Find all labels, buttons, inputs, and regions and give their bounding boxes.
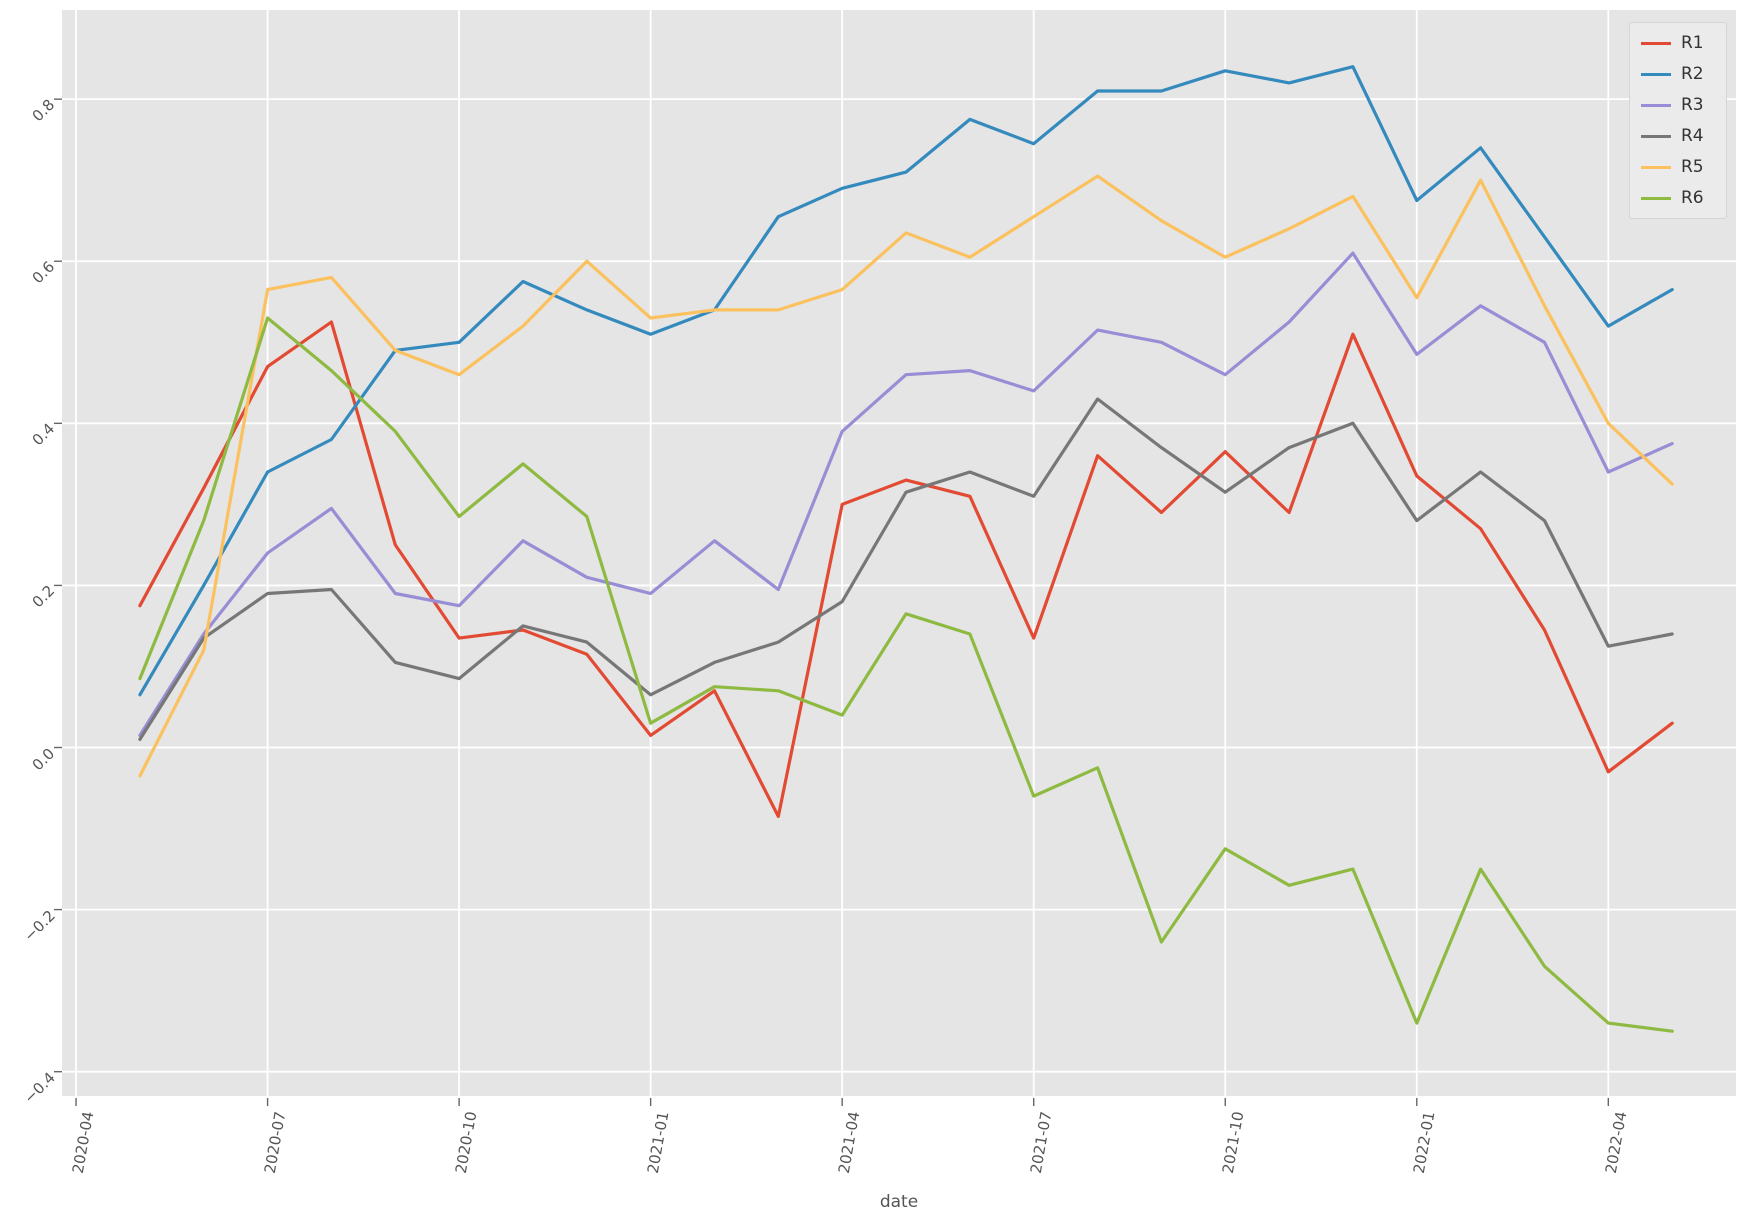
- legend-label-R3: R3: [1681, 95, 1704, 115]
- series-line-R4: [138, 397, 1674, 742]
- legend-swatch-R6: [1641, 196, 1671, 200]
- legend-swatch-R3: [1641, 103, 1671, 107]
- series-line-R3: [138, 251, 1674, 738]
- legend-label-R1: R1: [1681, 33, 1704, 53]
- legend-label-R2: R2: [1681, 64, 1704, 84]
- legend-item-R6: R6: [1641, 187, 1715, 209]
- series-line-R2: [138, 65, 1674, 697]
- legend-item-R3: R3: [1641, 94, 1715, 116]
- x-axis-title: date: [879, 1192, 919, 1212]
- series-line-R6: [138, 316, 1674, 1033]
- legend: R1 R2 R3 R4 R5 R6: [1629, 22, 1727, 219]
- series-line-R5: [138, 174, 1674, 778]
- legend-label-R5: R5: [1681, 157, 1704, 177]
- legend-item-R5: R5: [1641, 156, 1715, 178]
- legend-item-R1: R1: [1641, 32, 1715, 54]
- legend-swatch-R1: [1641, 41, 1671, 45]
- legend-label-R6: R6: [1681, 188, 1704, 208]
- legend-item-R2: R2: [1641, 63, 1715, 85]
- series-line-R1: [138, 320, 1674, 819]
- plot-area: [62, 10, 1736, 1096]
- legend-swatch-R2: [1641, 72, 1671, 76]
- legend-swatch-R4: [1641, 134, 1671, 138]
- legend-swatch-R5: [1641, 165, 1671, 169]
- legend-item-R4: R4: [1641, 125, 1715, 147]
- legend-label-R4: R4: [1681, 126, 1704, 146]
